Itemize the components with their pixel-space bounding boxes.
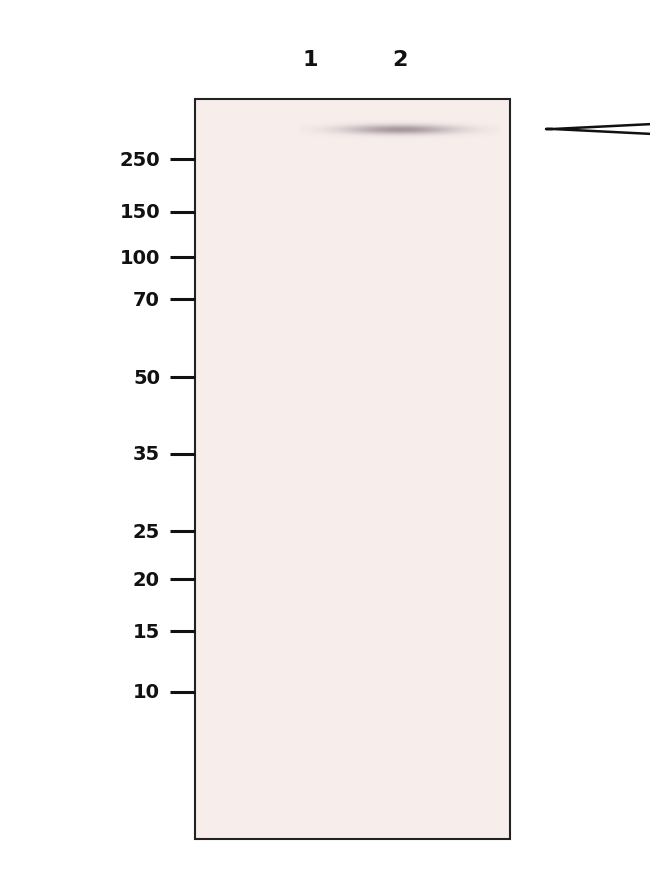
Text: 250: 250 <box>120 150 160 169</box>
Text: 20: 20 <box>133 570 160 589</box>
Text: 150: 150 <box>120 203 160 222</box>
Text: 15: 15 <box>133 622 160 640</box>
Text: 35: 35 <box>133 445 160 464</box>
Bar <box>195 100 510 839</box>
Text: 50: 50 <box>133 368 160 387</box>
Text: 25: 25 <box>133 522 160 541</box>
Text: 2: 2 <box>393 50 408 70</box>
Text: 100: 100 <box>120 249 160 267</box>
Text: 1: 1 <box>302 50 318 70</box>
Text: 70: 70 <box>133 290 160 309</box>
Text: 10: 10 <box>133 683 160 701</box>
